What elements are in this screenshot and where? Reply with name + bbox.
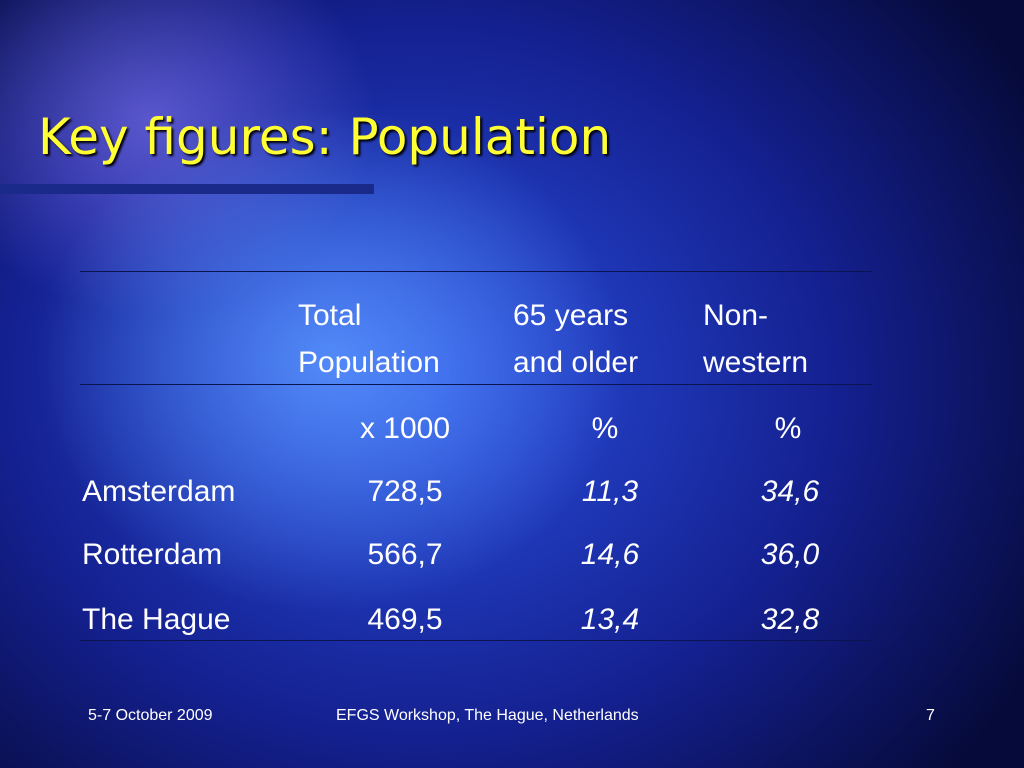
column-header: Non- western	[703, 292, 808, 386]
header-line: Total	[298, 299, 362, 332]
row-label: The Hague	[82, 603, 231, 636]
header-rule	[80, 384, 872, 385]
value: 11,3	[581, 475, 639, 508]
footer-date: 5-7 October 2009	[88, 707, 213, 724]
page-number: 7	[926, 707, 935, 724]
table-top-rule	[80, 271, 872, 272]
value: 469,5	[367, 603, 443, 636]
slide-title: Key figures: Population	[38, 108, 612, 166]
title-underline	[0, 184, 374, 194]
column-header: 65 years and older	[513, 292, 638, 386]
value: 34,6	[760, 475, 820, 508]
unit: x 1000	[359, 412, 451, 445]
value: 32,8	[760, 603, 820, 636]
unit: %	[774, 412, 802, 445]
header-line: 65 years	[513, 299, 629, 332]
unit: %	[591, 412, 619, 445]
footer-event: EFGS Workshop, The Hague, Netherlands	[336, 707, 639, 724]
value: 36,0	[760, 538, 820, 571]
column-header: Total Population	[298, 292, 440, 386]
value: 566,7	[367, 538, 443, 571]
row-label: Amsterdam	[82, 475, 236, 508]
row-label: Rotterdam	[82, 538, 223, 571]
header-line: western	[703, 346, 809, 379]
header-line: Non-	[703, 299, 769, 332]
table-bottom-rule	[80, 640, 872, 641]
header-line: Population	[298, 346, 440, 379]
value: 728,5	[367, 475, 443, 508]
value: 13,4	[580, 603, 640, 636]
value: 14,6	[580, 538, 640, 571]
header-line: and older	[513, 346, 639, 379]
